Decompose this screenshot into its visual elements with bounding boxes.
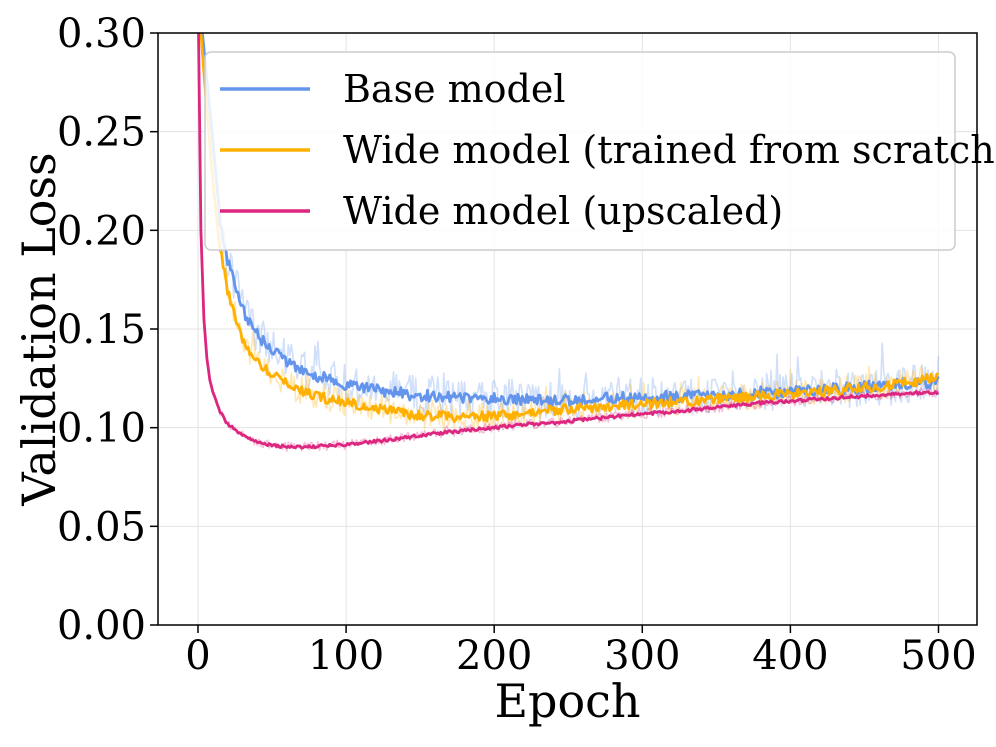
- x-tick-label: 500: [900, 633, 976, 679]
- y-tick-label: 0.10: [57, 406, 146, 452]
- legend-label-wide-scratch: Wide model (trained from scratch): [343, 128, 996, 172]
- legend-box: [204, 51, 956, 251]
- y-tick-label: 0.30: [57, 11, 146, 57]
- x-axis-label: Epoch: [494, 674, 640, 728]
- axis-ticks: 0 100 200 300 400 500 0.00 0.05 0.10 0.15 0.20 0.25…: [57, 11, 977, 679]
- y-tick-label: 0.20: [57, 208, 146, 254]
- y-axis-label: Validation Loss: [12, 152, 66, 506]
- x-tick-label: 0: [185, 633, 210, 679]
- series-lines: [197, 33, 940, 450]
- y-tick-label: 0.00: [57, 603, 146, 649]
- legend-label-base-model: Base model: [343, 67, 566, 111]
- x-tick-label: 200: [456, 633, 532, 679]
- x-tick-label: 100: [308, 633, 384, 679]
- series-line-wide-scratch: [199, 33, 940, 423]
- x-tick-label: 300: [604, 633, 680, 679]
- x-tick-label: 400: [752, 633, 828, 679]
- y-tick-label: 0.15: [57, 307, 146, 353]
- legend-label-wide-upscaled: Wide model (upscaled): [343, 189, 783, 233]
- series-line-wide-upscaled: [197, 33, 940, 450]
- legend: Base model Wide model (trained from scra…: [204, 51, 996, 251]
- y-tick-label: 0.25: [57, 110, 146, 156]
- series-line-base-model: [200, 33, 940, 408]
- y-tick-label: 0.05: [57, 504, 146, 550]
